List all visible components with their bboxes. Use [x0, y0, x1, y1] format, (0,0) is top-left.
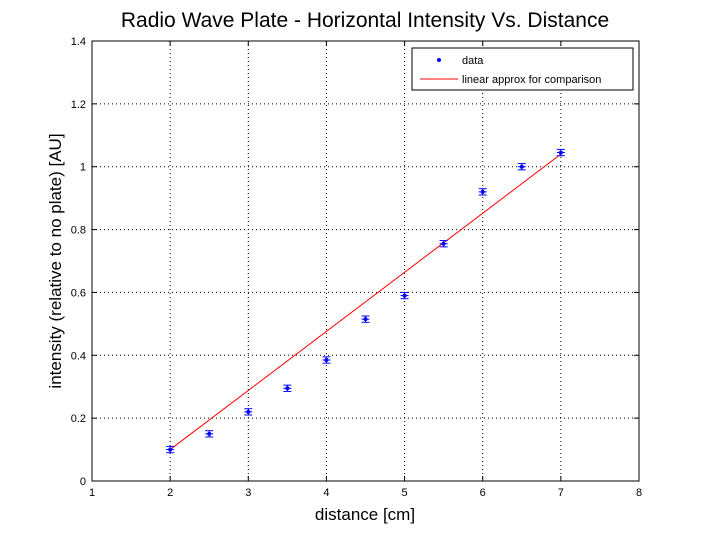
x-tick-label: 3 [245, 487, 251, 499]
data-point [283, 384, 292, 392]
series-line-linear-approx [169, 153, 562, 450]
y-tick-label: 1 [80, 162, 86, 174]
data-marker [363, 317, 368, 322]
legend-label-data: data [462, 55, 484, 67]
data-point [400, 291, 409, 300]
x-axis-label: distance [cm] [315, 505, 415, 524]
x-tick-label: 5 [402, 487, 408, 499]
legend-box [411, 47, 634, 91]
chart-title: Radio Wave Plate - Horizontal Intensity … [121, 9, 609, 32]
data-point [361, 315, 370, 323]
plot-area: 1 2 3 4 5 6 7 8 0 0.2 0.4 0.6 0.8 1 1.2 1.4 [71, 36, 642, 499]
x-tick-label: 7 [558, 487, 564, 499]
axes-box [91, 40, 640, 482]
x-tick-label: 2 [167, 487, 173, 499]
legend-label-linear-approx: linear approx for comparison [462, 74, 601, 86]
legend: data linear approx for comparison [411, 47, 634, 91]
data-point [439, 240, 448, 248]
data-point [478, 188, 487, 196]
y-tick-label: 0 [80, 476, 86, 488]
y-tick-label: 0.4 [71, 350, 86, 362]
y-tick-label: 1.2 [71, 99, 86, 111]
data-marker [558, 150, 563, 155]
data-point [517, 163, 526, 171]
data-marker [285, 386, 290, 391]
plot-background [92, 41, 639, 481]
data-point [322, 356, 331, 364]
x-tick-label: 8 [636, 487, 642, 499]
data-point [166, 445, 175, 454]
data-point [205, 430, 214, 438]
legend-marker-data [437, 58, 441, 62]
y-tick-label: 1.4 [71, 36, 86, 48]
data-marker [207, 431, 212, 436]
data-point [244, 408, 253, 416]
y-tick-label: 0.8 [71, 225, 86, 237]
x-tick-label: 4 [323, 487, 329, 499]
data-marker [441, 241, 446, 246]
y-tick-label: 0.2 [71, 413, 86, 425]
data-point [556, 148, 565, 157]
data-marker [246, 409, 251, 414]
data-marker [519, 164, 524, 169]
data-marker [324, 358, 329, 362]
data-marker [402, 293, 407, 298]
y-axis-label: intensity (relative to no plate) [AU] [46, 133, 65, 388]
data-marker [480, 189, 485, 194]
x-tick-label: 6 [480, 487, 486, 499]
y-tick-label: 0.6 [71, 287, 86, 299]
data-marker [168, 447, 173, 452]
x-tick-label: 1 [89, 487, 95, 499]
